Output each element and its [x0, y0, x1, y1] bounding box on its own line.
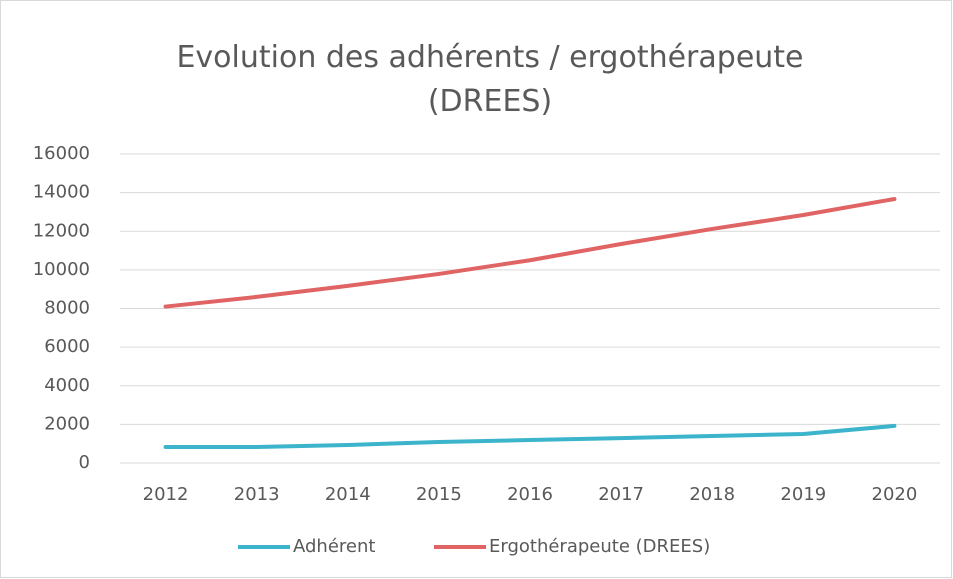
y-tick-label: 10000 [33, 259, 90, 280]
y-tick-label: 4000 [44, 375, 90, 396]
legend-label: Ergothérapeute (DREES) [489, 536, 710, 557]
x-tick-label: 2017 [598, 484, 644, 505]
y-tick-label: 14000 [33, 182, 90, 203]
y-tick-label: 6000 [44, 336, 90, 357]
chart-title: Evolution des adhérents / ergothérapeute… [176, 40, 804, 119]
y-tick-label: 8000 [44, 298, 90, 319]
y-tick-label: 16000 [33, 143, 90, 164]
series-line [163, 196, 897, 309]
x-tick-label: 2018 [689, 484, 735, 505]
series-line [163, 423, 897, 449]
x-tick-label: 2014 [325, 484, 371, 505]
x-tick-label: 2019 [780, 484, 826, 505]
x-tick-label: 2015 [416, 484, 462, 505]
x-tick-label: 2020 [872, 484, 918, 505]
x-tick-label: 2012 [143, 484, 189, 505]
y-tick-label: 0 [79, 452, 90, 473]
legend-label: Adhérent [293, 536, 375, 557]
y-tick-label: 2000 [44, 413, 90, 434]
y-tick-label: 12000 [33, 220, 90, 241]
x-tick-label: 2016 [507, 484, 553, 505]
x-tick-label: 2013 [234, 484, 280, 505]
